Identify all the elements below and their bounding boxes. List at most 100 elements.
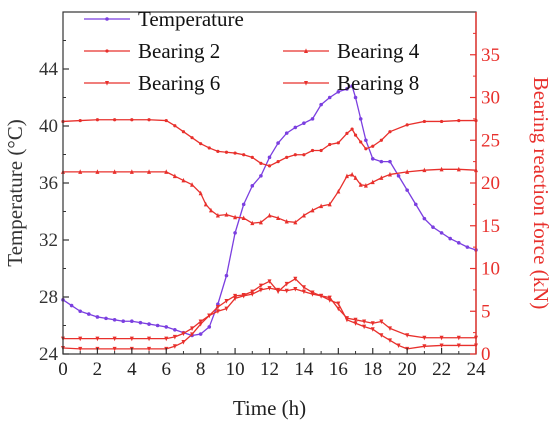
series-point <box>345 131 349 136</box>
series-point <box>336 90 341 94</box>
left-axis-label: Temperature (°C) <box>3 119 27 266</box>
series-point <box>259 161 263 165</box>
left-tick-label: 28 <box>39 287 58 308</box>
series-point <box>78 346 83 352</box>
left-tick-label: 24 <box>39 344 59 365</box>
series-point <box>95 118 100 122</box>
series-point <box>69 303 74 308</box>
series-point <box>396 343 401 349</box>
series-point <box>250 155 254 159</box>
series-point <box>284 281 289 287</box>
series-point <box>190 326 195 331</box>
series-point <box>181 177 186 183</box>
series-point <box>130 118 134 122</box>
series-point <box>284 218 289 224</box>
series-point <box>379 319 384 325</box>
series-point <box>285 155 289 159</box>
series-point <box>456 343 461 349</box>
x-axis-label: Time (h) <box>233 396 306 420</box>
series-point <box>207 146 211 150</box>
series-point <box>379 138 383 142</box>
series-point <box>181 331 186 337</box>
series-point <box>224 306 229 312</box>
series-bearing-2 <box>61 118 478 168</box>
series-point <box>327 295 332 301</box>
series-point <box>362 324 367 330</box>
series-point <box>413 202 418 207</box>
right-axis-ticks: 0 5 10 15 20 25 30 35 <box>470 12 500 365</box>
series-point <box>203 201 208 207</box>
series-point <box>95 336 100 342</box>
series-point <box>198 322 203 327</box>
series-point <box>379 333 384 338</box>
series-point <box>387 171 392 177</box>
series-point <box>129 169 134 174</box>
series-point <box>198 332 203 336</box>
legend-label: Bearing 4 <box>337 39 420 63</box>
legend-item: Bearing 4 <box>283 39 420 63</box>
legend-item: Bearing 6 <box>84 71 220 95</box>
legend-marker <box>105 49 109 53</box>
series-point <box>293 276 298 282</box>
series-point <box>173 327 177 332</box>
right-tick-label: 10 <box>481 259 500 280</box>
series-point <box>224 298 229 304</box>
series-point <box>104 316 108 321</box>
series-bearing-6 <box>61 286 478 342</box>
series-point <box>172 344 177 349</box>
series-point <box>327 201 332 207</box>
x-tick-label: 10 <box>226 359 245 380</box>
series-point <box>405 188 409 192</box>
series-point <box>371 144 375 148</box>
series-point <box>293 153 297 157</box>
right-tick-label: 20 <box>481 173 500 194</box>
series-point <box>457 118 461 123</box>
series-point <box>439 166 444 172</box>
series-point <box>215 212 220 218</box>
right-axis-label: Bearing reaction force (kN) <box>529 77 550 310</box>
series-point <box>207 325 212 329</box>
series-point <box>250 292 255 297</box>
series-point <box>164 325 169 329</box>
series-point <box>358 182 363 187</box>
x-tick-label: 18 <box>363 359 382 380</box>
series-point <box>422 344 427 349</box>
series-point <box>233 231 237 235</box>
series-point <box>302 121 306 125</box>
series-point <box>344 317 349 323</box>
series-point <box>345 87 349 91</box>
series-point <box>87 312 91 316</box>
series-point <box>293 125 298 130</box>
series-point <box>465 245 470 249</box>
series-point <box>241 293 246 298</box>
series-point <box>319 293 324 299</box>
legend-marker <box>304 81 308 86</box>
series-point <box>164 336 169 342</box>
series-point <box>362 319 367 325</box>
series-point <box>456 241 461 245</box>
series-point <box>190 136 194 140</box>
series-point <box>396 174 401 178</box>
series-point <box>301 285 306 290</box>
series-point <box>359 140 363 144</box>
series-point <box>215 304 220 310</box>
series-point <box>350 127 354 131</box>
series-point <box>172 334 177 340</box>
series-point <box>350 171 355 177</box>
series-point <box>250 184 255 188</box>
series-point <box>259 174 263 178</box>
series-point <box>302 153 306 157</box>
legend-marker <box>304 48 308 53</box>
legend: Temperature Bearing 2 Bearing 4 Bearing 6 Be… <box>84 7 420 95</box>
series-point <box>405 123 409 127</box>
series-point <box>181 130 186 134</box>
series-point <box>199 142 203 146</box>
series-point <box>95 315 100 319</box>
series-point <box>293 287 298 292</box>
series-point <box>370 321 375 326</box>
series-point <box>350 84 354 88</box>
series-point <box>112 169 117 174</box>
plot-frame <box>62 11 477 355</box>
series-point <box>422 167 427 173</box>
series-point <box>293 219 298 225</box>
